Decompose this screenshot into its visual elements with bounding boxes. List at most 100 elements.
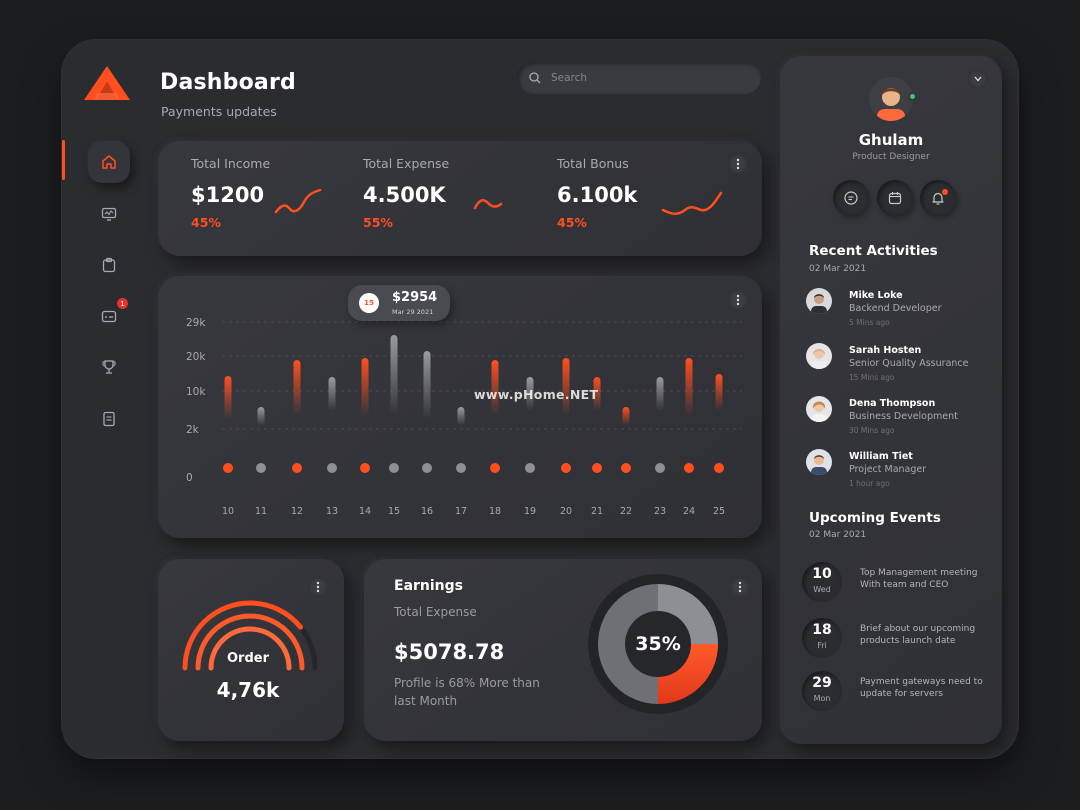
- stat-value: 4.500K: [363, 183, 446, 207]
- x-tick-label: 22: [620, 506, 632, 517]
- payments-bar-chart: 29k 20k 10k 2k 0 10 11 12 13 14 15 16 17 18 19 20 21 22 2…: [186, 317, 742, 517]
- chart-point: [525, 463, 535, 473]
- sidebar-item-clipboard[interactable]: [88, 244, 130, 286]
- user-avatar-image: [869, 77, 913, 121]
- chart-bar: [562, 358, 570, 416]
- chart-point: [389, 463, 399, 473]
- sidebar-item-document[interactable]: [88, 398, 130, 440]
- event-weekday: Wed: [813, 585, 831, 594]
- notifications-button[interactable]: [920, 180, 956, 216]
- order-value: 4,76k: [216, 678, 280, 702]
- y-tick-label: 29k: [186, 317, 206, 329]
- search-input[interactable]: [551, 72, 731, 84]
- watermark-text: www.pHome.NET: [474, 387, 599, 402]
- profile-dropdown-button[interactable]: [968, 69, 988, 89]
- event-item[interactable]: 29 Mon Payment gateways need to update f…: [802, 671, 998, 711]
- sidebar-item-home[interactable]: [88, 141, 130, 183]
- avatar: [806, 288, 832, 314]
- activity-name: William Tiet: [849, 451, 913, 462]
- calendar-button[interactable]: [877, 180, 913, 216]
- x-tick-label: 25: [713, 506, 725, 517]
- activity-item[interactable]: Sarah Hosten Senior Quality Assurance 15…: [806, 343, 996, 389]
- activity-name: Dena Thompson: [849, 398, 936, 409]
- stat-total-bonus: Total Bonus 6.100k 45%: [557, 156, 637, 230]
- monitor-icon: [101, 207, 117, 221]
- chart-menu-button[interactable]: [728, 290, 748, 310]
- activity-role: Project Manager: [849, 464, 927, 475]
- activity-name: Mike Loke: [849, 290, 903, 301]
- home-icon: [102, 155, 116, 169]
- activity-role: Backend Developer: [849, 303, 942, 314]
- avatar: [806, 343, 832, 369]
- activity-item[interactable]: William Tiet Project Manager 1 hour ago: [806, 449, 996, 495]
- stat-label: Total Expense: [363, 156, 450, 171]
- messages-button[interactable]: [833, 180, 869, 216]
- page-title: Dashboard: [160, 70, 296, 95]
- x-tick-label: 12: [291, 506, 303, 517]
- chart-tooltip: 15 $2954 Mar 29 2021: [348, 285, 450, 321]
- chart-bar: [361, 358, 369, 416]
- x-tick-label: 24: [683, 506, 695, 517]
- event-text: Top Management meeting With team and CEO: [860, 568, 978, 590]
- chart-point: [256, 463, 266, 473]
- chart-bar: [457, 407, 465, 426]
- chart-bar: [491, 360, 499, 415]
- income-trend-sparkline: [274, 188, 322, 214]
- activity-role: Senior Quality Assurance: [849, 358, 969, 369]
- chart-bar: [622, 407, 630, 426]
- user-avatar[interactable]: [869, 77, 913, 121]
- chart-point: [684, 463, 694, 473]
- y-tick-label: 20k: [186, 351, 206, 363]
- chart-point: [561, 463, 571, 473]
- chart-bar: [390, 335, 398, 415]
- activity-role: Business Development: [849, 411, 958, 422]
- earnings-note: Profile is 68% More than last Month: [394, 676, 540, 708]
- x-tick-label: 18: [489, 506, 501, 517]
- stat-percent: 45%: [191, 215, 221, 230]
- more-vertical-icon: [736, 158, 740, 170]
- order-menu-button[interactable]: [308, 577, 328, 597]
- upcoming-events-title: Upcoming Events: [809, 510, 941, 526]
- chart-point: [490, 463, 500, 473]
- event-text: Payment gateways need to update for serv…: [860, 677, 983, 699]
- earnings-menu-button[interactable]: [730, 577, 750, 597]
- stat-value: 6.100k: [557, 183, 638, 207]
- event-date-badge: [802, 671, 842, 711]
- donut-percent: 35%: [635, 633, 681, 655]
- y-tick-label: 10k: [186, 386, 206, 398]
- earnings-title: Earnings: [394, 578, 464, 594]
- chart-bar: [257, 407, 265, 426]
- activity-item[interactable]: Dena Thompson Business Development 30 Mi…: [806, 396, 996, 442]
- sidebar-item-monitor[interactable]: [88, 193, 130, 235]
- chart-bar: [656, 377, 664, 411]
- event-day: 10: [812, 566, 832, 582]
- chart-point: [714, 463, 724, 473]
- event-weekday: Mon: [813, 694, 831, 703]
- chart-bar: [423, 351, 431, 419]
- tooltip-date: Mar 29 2021: [392, 308, 434, 316]
- activity-time: 30 Mins ago: [849, 426, 895, 435]
- activity-item[interactable]: Mike Loke Backend Developer 5 Mins ago: [806, 288, 996, 334]
- x-tick-label: 16: [421, 506, 433, 517]
- y-tick-label: 2k: [186, 424, 200, 436]
- nav-active-indicator: [62, 140, 65, 180]
- event-item[interactable]: 18 Fri Brief about our upcoming products…: [802, 618, 998, 658]
- notification-dot: [942, 189, 948, 195]
- order-label: Order: [227, 651, 269, 666]
- tooltip-date-badge: 15: [359, 293, 379, 313]
- event-item[interactable]: 10 Wed Top Management meeting With team …: [802, 562, 998, 602]
- stat-percent: 45%: [557, 215, 587, 230]
- page-subtitle: Payments updates: [161, 104, 277, 119]
- sidebar-item-trophy[interactable]: [88, 346, 130, 388]
- stat-total-expense: Total Expense 4.500K 55%: [363, 156, 449, 230]
- event-weekday: Fri: [817, 641, 827, 650]
- x-tick-label: 23: [654, 506, 666, 517]
- chart-bar: [715, 374, 723, 411]
- message-icon: [844, 191, 858, 205]
- sidebar-item-cards[interactable]: 1: [88, 295, 130, 337]
- stats-menu-button[interactable]: [728, 154, 748, 174]
- chart-bar: [526, 377, 534, 411]
- search-bar[interactable]: [517, 62, 761, 94]
- user-name: Ghulam: [858, 131, 924, 149]
- x-tick-label: 20: [560, 506, 572, 517]
